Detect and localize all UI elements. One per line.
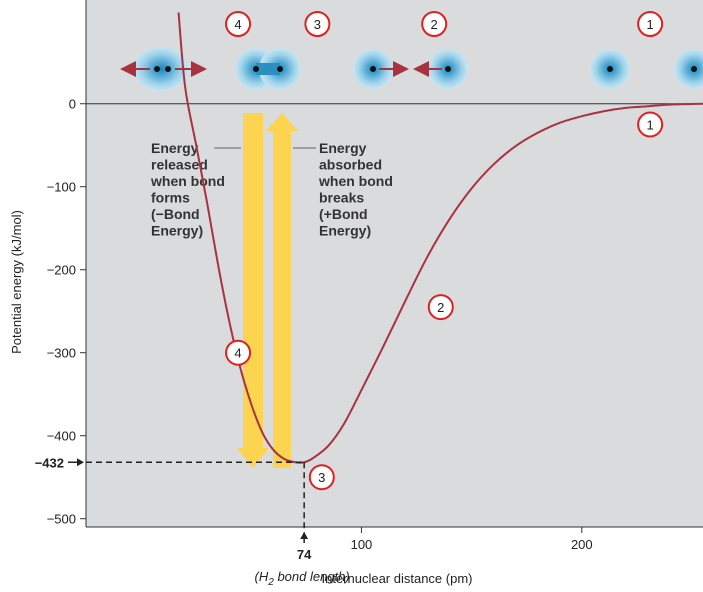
y-tick-label: −100 [47,180,76,195]
nucleus-icon [154,66,160,72]
top-stage-marker: 4 [225,11,252,37]
plot-background [86,0,703,527]
absorbed-annotation-line: absorbed [319,157,382,173]
nucleus-icon [445,66,451,72]
marker-number: 3 [318,470,325,485]
marker-number: 3 [314,17,321,32]
atom-glow-icon [674,49,703,89]
curve-stage-marker: 2 [427,294,454,321]
marker-ring-icon [225,11,252,37]
marker-number: 2 [437,300,444,315]
curve-stage-marker: 1 [637,111,664,138]
bond-breaks-arrow-icon [266,113,298,468]
y-tick-label: −400 [47,429,76,444]
released-annotation-line: forms [151,190,190,206]
marker-ring-icon [637,111,664,138]
potential-energy-curve [177,12,703,464]
nucleus-icon [607,66,613,72]
y-tick-label: −500 [47,512,76,527]
pointer-arrow-head-icon [77,458,84,467]
curve-stage-marker: 3 [308,464,335,491]
molecule-stage-3 [235,48,301,90]
nucleus-icon [165,66,171,72]
top-stage-marker: 3 [304,11,331,37]
x-tick-label: 200 [571,537,593,552]
x-axis-ticks: 100 200 [351,527,593,552]
absorbed-annotation-line: Energy) [319,223,371,239]
x-tick-label: 100 [351,537,373,552]
absorbed-annotation-line: when bond [318,173,393,189]
x-axis-title: Internuclear distance (pm) [321,571,472,586]
released-annotation-line: released [151,157,208,173]
atom-glow-icon [133,47,189,91]
marker-ring-icon [427,294,454,321]
pointer-arrow-head-icon [300,532,309,539]
marker-number: 4 [234,346,241,361]
released-annotation-line: Energy) [151,223,203,239]
stage-markers: 4 3 2 1 1 2 3 4 [225,11,664,491]
nucleus-icon [253,66,259,72]
nucleus-icon [691,66,697,72]
top-stage-marker: 2 [421,11,448,37]
bond-overlap-icon [256,63,280,75]
y-tick-label: 0 [69,97,76,112]
y-axis-title: Potential energy (kJ/mol) [9,210,24,354]
absorbed-annotation-line: Energy [319,140,367,156]
marker-ring-icon [421,11,448,37]
y-tick-label: −200 [47,263,76,278]
absorbed-annotation-line: breaks [319,190,364,206]
marker-ring-icon [637,11,664,37]
minimum-labels: −432 74 (H2 bond length) [35,455,350,588]
molecule-stage-4 [120,47,207,91]
y-axis-ticks: 0 −100 −200 −300 −400 −500 [47,97,86,527]
curve-stage-marker: 4 [225,339,252,366]
molecule-illustrations [120,47,703,91]
marker-ring-icon [304,11,331,37]
nucleus-icon [277,66,283,72]
nucleus-icon [370,66,376,72]
marker-number: 4 [234,17,241,32]
molecule-stage-2 [353,49,468,89]
marker-number: 1 [646,17,653,32]
marker-ring-icon [225,339,252,366]
released-annotation-line: Energy [151,140,199,156]
released-annotation-line: (−Bond [151,206,200,222]
marker-number: 1 [646,117,653,132]
bond-length-note: (H2 bond length) [255,569,350,588]
energy-arrows [237,113,298,468]
released-annotation-line: when bond [150,173,225,189]
marker-ring-icon [308,464,335,491]
molecule-stage-1 [590,49,703,89]
bond-forms-arrow-icon [237,113,269,468]
absorbed-annotation-line: (+Bond [319,206,368,222]
y-tick-label: −300 [47,346,76,361]
bond-length-label: 74 [297,547,312,562]
minimum-energy-label: −432 [35,455,64,470]
top-stage-marker: 1 [637,11,664,37]
marker-number: 2 [431,17,438,32]
